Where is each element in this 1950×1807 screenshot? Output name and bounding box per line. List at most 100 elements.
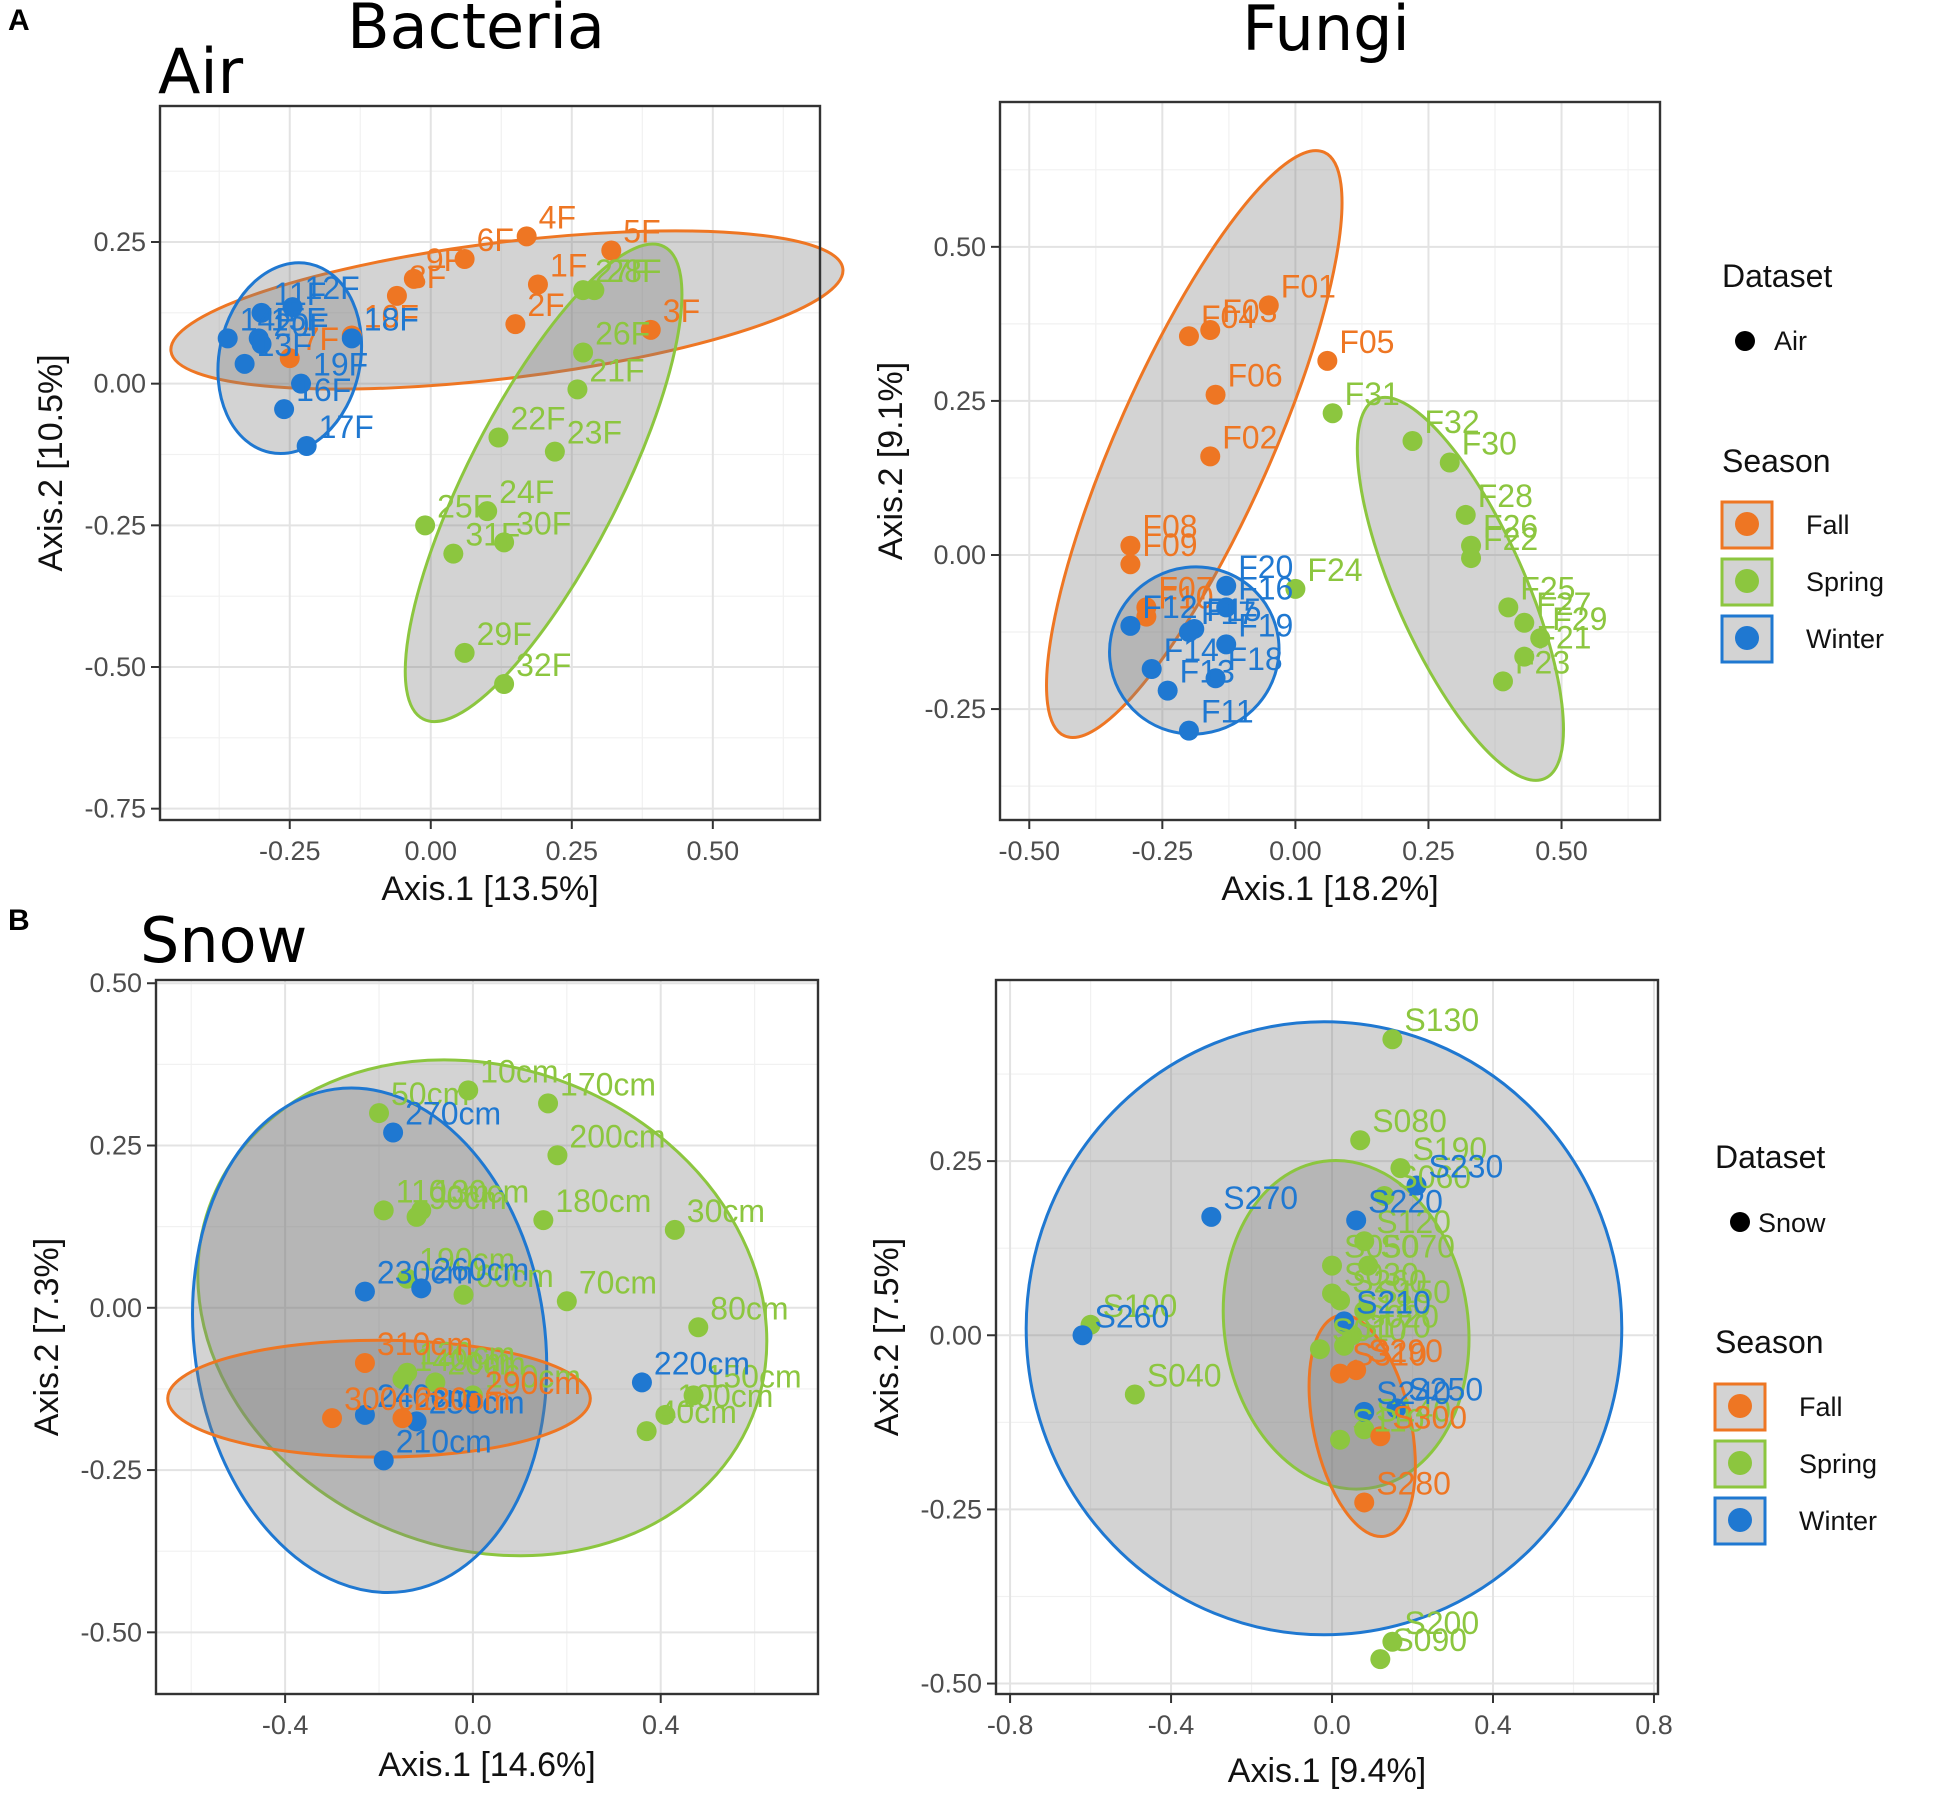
data-label-s090: S090 <box>1392 1622 1467 1658</box>
data-point-29f <box>454 642 475 663</box>
data-label-13f: 13F <box>257 327 312 363</box>
y-tick-label: 0.25 <box>93 227 146 257</box>
x-tick-label: 0.50 <box>687 836 740 866</box>
data-label-260cm: 260cm <box>433 1251 529 1287</box>
data-label-s130: S130 <box>1404 1002 1479 1038</box>
data-point-s060 <box>1374 1185 1395 1206</box>
data-point-s300 <box>1370 1426 1391 1447</box>
legend-air-dataset-title: Dataset <box>1722 258 1832 294</box>
data-label-270cm: 270cm <box>405 1096 501 1132</box>
y-tick-label: 0.25 <box>933 386 986 416</box>
data-label-s080: S080 <box>1372 1103 1447 1139</box>
data-label-290cm: 290cm <box>485 1365 581 1401</box>
data-label-f03: F03 <box>1222 293 1277 329</box>
data-point-80cm <box>688 1317 709 1338</box>
legend-snow-key-dot-spring <box>1728 1451 1752 1475</box>
data-label-26f: 26F <box>595 316 650 352</box>
legend-air-key-label-spring: Spring <box>1806 567 1884 597</box>
data-point-f30 <box>1439 452 1460 473</box>
data-label-28f: 28F <box>606 253 661 289</box>
data-label-50cm: 50cm <box>391 1076 469 1112</box>
data-point-f02 <box>1200 446 1221 467</box>
data-point-s140 <box>1354 1419 1375 1440</box>
data-point-s250 <box>1386 1398 1407 1419</box>
data-point-190cm <box>397 1268 418 1289</box>
data-point-9f <box>403 268 424 289</box>
data-label-2f: 2F <box>527 287 564 323</box>
data-label-150cm: 150cm <box>706 1358 802 1394</box>
data-label-f21: F21 <box>1536 620 1591 656</box>
data-point-290cm <box>462 1391 483 1412</box>
data-label-90cm: 90cm <box>429 1180 507 1216</box>
data-label-250cm: 250cm <box>429 1384 525 1420</box>
data-point-f23 <box>1492 671 1513 692</box>
y-tick-label: -0.50 <box>80 1617 142 1647</box>
data-label-70cm: 70cm <box>579 1264 657 1300</box>
data-point-6f <box>454 249 475 269</box>
data-point-24f <box>477 501 498 522</box>
data-point-1f <box>527 274 548 295</box>
data-label-9f: 9F <box>426 242 463 278</box>
data-point-11f <box>251 302 272 323</box>
x-tick-label: 0.4 <box>642 1710 680 1740</box>
data-point-s040 <box>1124 1384 1145 1405</box>
data-label-s100: S100 <box>1103 1288 1178 1324</box>
data-label-f07: F07 <box>1158 570 1213 606</box>
data-point-220cm <box>631 1372 652 1393</box>
data-point-240cm <box>354 1404 375 1425</box>
data-point-20cm <box>425 1372 446 1393</box>
legend-air-key-dot-spring <box>1735 569 1759 593</box>
legend-air-key-label-fall: Fall <box>1806 510 1850 540</box>
y-tick-label: 0.50 <box>933 232 986 262</box>
data-label-20cm: 20cm <box>447 1345 525 1381</box>
y-tick-label: -0.25 <box>84 510 146 540</box>
x-tick-label: -0.8 <box>987 1710 1034 1740</box>
data-point-280cm <box>392 1408 413 1429</box>
confidence-ellipse-winter <box>1024 1020 1624 1637</box>
data-point-f21 <box>1514 646 1535 667</box>
data-point-s050 <box>1322 1255 1343 1276</box>
y-tick-label: 0.50 <box>89 968 142 998</box>
data-label-160cm: 160cm <box>485 1358 581 1394</box>
data-label-8f: 8F <box>409 259 446 295</box>
data-point-17f <box>296 436 317 456</box>
plot-frame <box>998 100 1662 822</box>
legend-snow-key-label-fall: Fall <box>1799 1392 1843 1422</box>
data-label-21f: 21F <box>589 352 644 388</box>
data-label-280cm: 280cm <box>414 1381 510 1417</box>
data-point-s090 <box>1370 1649 1391 1670</box>
data-point-f16 <box>1216 597 1237 618</box>
data-point-20f <box>251 334 272 354</box>
data-point-8f <box>386 285 407 306</box>
data-point-s260b <box>1330 1290 1351 1311</box>
data-label-s180: S180 <box>1356 1288 1431 1324</box>
y-axis-title: Axis.2 [10.5%] <box>32 354 70 571</box>
data-label-210cm: 210cm <box>396 1423 492 1459</box>
data-label-f27: F27 <box>1536 586 1591 622</box>
data-point-f20 <box>1216 575 1237 596</box>
x-tick-label: 0.0 <box>1313 1710 1351 1740</box>
x-tick-label: 0.00 <box>1269 836 1322 866</box>
data-point-s280 <box>1354 1492 1375 1513</box>
data-label-s240: S240 <box>1376 1375 1451 1411</box>
data-label-s290: S290 <box>1368 1333 1443 1369</box>
data-label-27f: 27F <box>595 253 650 289</box>
plot-background <box>996 980 1658 1694</box>
data-point-f12 <box>1120 615 1141 636</box>
data-point-s150 <box>1354 1300 1375 1321</box>
data-point-f13 <box>1157 680 1178 701</box>
y-tick-label: -0.50 <box>84 652 146 682</box>
data-label-s270: S270 <box>1223 1180 1298 1216</box>
data-point-f10 <box>1136 606 1157 627</box>
y-tick-label: -0.25 <box>920 1494 982 1524</box>
data-label-18f: 18F <box>364 301 419 337</box>
data-label-220cm: 220cm <box>654 1345 750 1381</box>
data-point-f29 <box>1530 628 1551 649</box>
data-label-30f: 30F <box>516 505 571 541</box>
plot-background <box>1000 102 1660 820</box>
data-label-1f: 1F <box>550 248 587 284</box>
x-tick-label: 0.8 <box>1635 1710 1673 1740</box>
legend-snow-dataset-title: Dataset <box>1715 1139 1825 1175</box>
